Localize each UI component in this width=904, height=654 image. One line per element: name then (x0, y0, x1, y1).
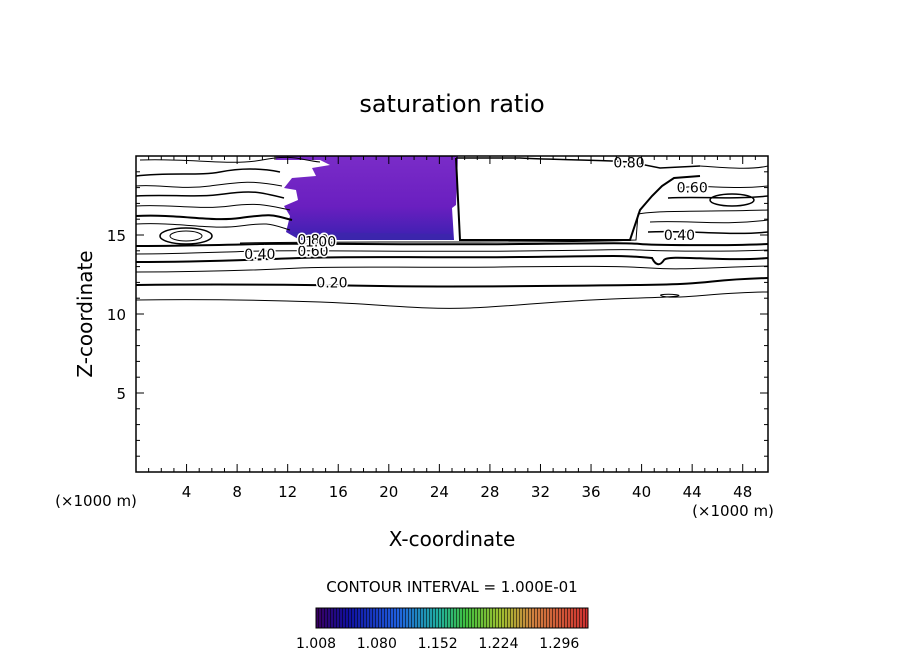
x-tick-label: 40 (632, 483, 651, 501)
contour-label: 0.20 (316, 275, 347, 291)
colorbar-tick-label: 1.008 (296, 636, 336, 652)
colorbar (315, 607, 589, 629)
colorbar-tick-label: 1.296 (539, 636, 579, 652)
x-axis-unit-right: (×1000 m) (692, 502, 774, 520)
x-tick-label: 8 (232, 483, 242, 501)
y-axis-title: Z-coordinate (73, 250, 97, 377)
contour-interval-label: CONTOUR INTERVAL = 1.000E-01 (326, 578, 577, 596)
colorbar-tick-label: 1.080 (357, 636, 397, 652)
x-tick-label: 24 (430, 483, 449, 501)
plot-area (136, 156, 768, 472)
x-tick-label: 20 (379, 483, 398, 501)
x-tick-label: 16 (329, 483, 348, 501)
contour-labels: 0.200.40 0.600.801.00 0.400.600.80 (243, 154, 709, 293)
x-tick-label: 4 (182, 483, 192, 501)
contour-label: 0.40 (244, 247, 275, 263)
contour-label: 0.80 (297, 233, 328, 249)
colorbar-tick-label: 1.224 (478, 636, 518, 652)
x-tick-label: 32 (531, 483, 550, 501)
contour-label: 0.40 (664, 228, 695, 244)
colorbar-ticks: 1.008 1.080 1.152 1.224 1.296 (296, 636, 579, 652)
colorbar-tick-label: 1.152 (418, 636, 458, 652)
x-tick-label: 12 (278, 483, 297, 501)
x-axis-title: X-coordinate (389, 527, 516, 551)
x-tick-label: 36 (581, 483, 600, 501)
x-axis-unit-left: (×1000 m) (55, 492, 137, 510)
x-tick-label: 48 (733, 483, 752, 501)
x-tick-label: 44 (683, 483, 702, 501)
contour-label: 1.00 (305, 234, 336, 250)
y-axis: 5 10 15 (107, 171, 768, 457)
y-tick-label: 15 (107, 227, 126, 245)
contour-label: 0.80 (613, 155, 644, 171)
chart-title: saturation ratio (359, 90, 544, 118)
y-tick-label: 10 (107, 306, 126, 324)
supersaturated-fill (276, 156, 458, 240)
x-tick-label: 28 (480, 483, 499, 501)
y-tick-label: 5 (116, 385, 126, 403)
contour-label: 0.60 (297, 244, 328, 260)
contour-label: 0.60 (677, 181, 708, 197)
x-axis: 4 8 12 16 20 24 28 32 36 40 44 48 (148, 156, 756, 501)
